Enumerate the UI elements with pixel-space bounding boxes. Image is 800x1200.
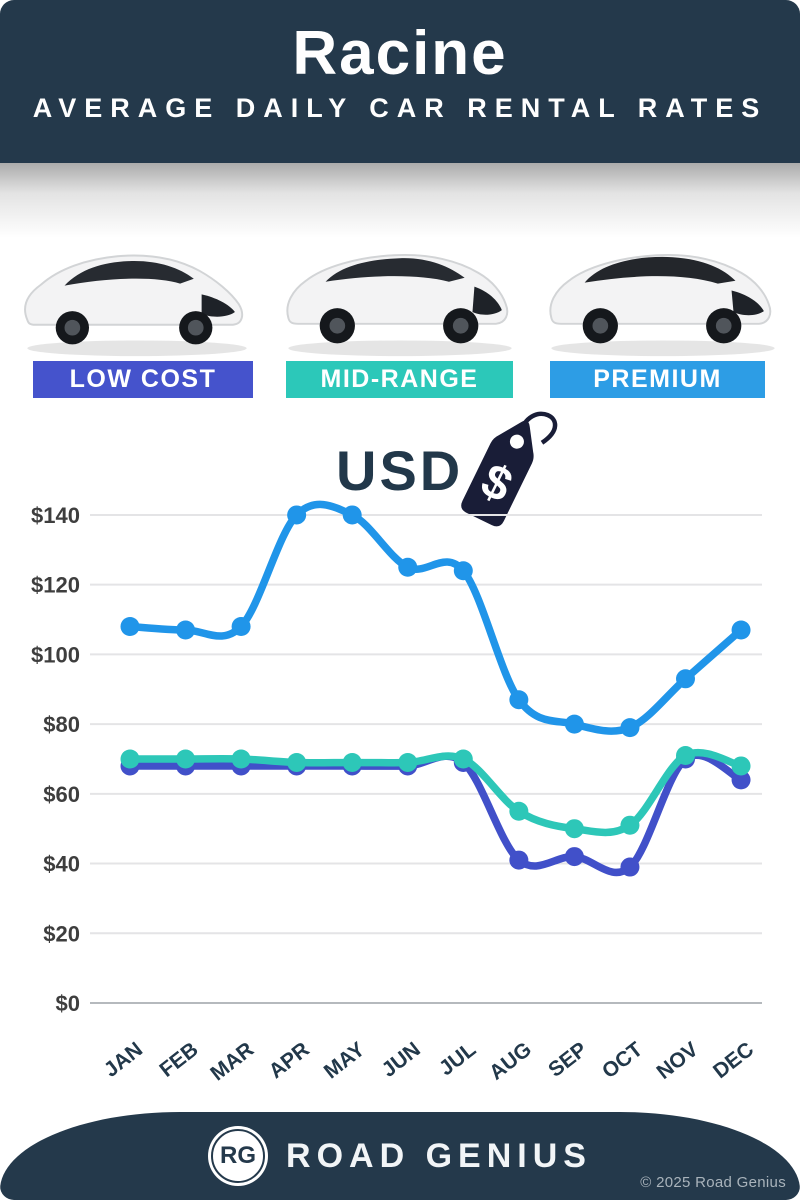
page-subtitle: AVERAGE DAILY CAR RENTAL RATES bbox=[32, 93, 768, 123]
data-point-low-cost bbox=[509, 850, 529, 870]
x-axis-tick-label: MAR bbox=[206, 1038, 258, 1086]
data-point-low-cost bbox=[620, 857, 640, 877]
car-images-row bbox=[0, 220, 800, 362]
price-tag-icon: $ bbox=[461, 411, 558, 527]
x-axis-tick-label: JUL bbox=[435, 1038, 481, 1081]
y-axis-tick-label: $120 bbox=[31, 573, 80, 598]
y-axis-tick-label: $140 bbox=[31, 503, 80, 528]
x-axis-tick-label: OCT bbox=[598, 1038, 647, 1084]
x-axis-tick-label: APR bbox=[265, 1038, 314, 1083]
data-point-premium bbox=[509, 690, 529, 710]
logo-initials: RG bbox=[211, 1129, 266, 1183]
y-axis-tick-label: $80 bbox=[43, 712, 80, 737]
category-label-mid-range: MID-RANGE bbox=[286, 361, 513, 398]
copyright-text: © 2025 Road Genius bbox=[640, 1174, 786, 1191]
x-axis-tick-label: JAN bbox=[100, 1038, 147, 1082]
data-point-mid-range bbox=[564, 819, 584, 839]
y-axis-tick-label: $60 bbox=[43, 782, 80, 807]
data-point-mid-range bbox=[453, 749, 473, 769]
page-title: Racine bbox=[292, 19, 508, 88]
x-axis-tick-label: NOV bbox=[653, 1038, 703, 1084]
data-point-premium bbox=[676, 669, 695, 689]
data-point-premium bbox=[342, 505, 362, 525]
category-label-premium: PREMIUM bbox=[550, 361, 765, 398]
y-axis-tick-label: $40 bbox=[43, 852, 80, 877]
data-point-premium bbox=[398, 557, 418, 577]
data-point-mid-range bbox=[620, 815, 640, 835]
y-axis-tick-label: $0 bbox=[56, 991, 80, 1016]
x-axis-tick-label: SEP bbox=[544, 1038, 591, 1082]
data-point-mid-range bbox=[676, 745, 695, 765]
x-axis-tick-label: MAY bbox=[320, 1038, 369, 1084]
data-point-mid-range bbox=[342, 752, 362, 772]
data-point-premium bbox=[731, 620, 751, 640]
data-point-mid-range bbox=[176, 749, 196, 769]
x-axis-tick-label: DEC bbox=[709, 1038, 758, 1083]
data-point-mid-range bbox=[120, 749, 140, 769]
data-point-premium bbox=[453, 561, 473, 581]
footer: RG ROAD GENIUS © 2025 Road Genius bbox=[0, 1112, 800, 1200]
data-point-premium bbox=[176, 620, 196, 640]
hatchback-car-image bbox=[24, 254, 247, 357]
data-point-low-cost bbox=[564, 847, 584, 867]
data-point-mid-range bbox=[231, 749, 251, 769]
road-genius-logo-icon: RG bbox=[208, 1126, 269, 1186]
data-point-mid-range bbox=[287, 752, 307, 772]
data-point-premium bbox=[287, 505, 307, 525]
series-line-low-cost bbox=[126, 751, 745, 877]
header-shadow bbox=[0, 163, 800, 238]
x-axis-tick-label: FEB bbox=[155, 1038, 202, 1082]
data-point-mid-range bbox=[731, 756, 751, 776]
data-point-premium bbox=[231, 617, 251, 637]
suv-car-image bbox=[286, 253, 512, 357]
data-point-premium bbox=[120, 617, 140, 637]
x-axis-tick-label: JUN bbox=[378, 1038, 425, 1082]
data-point-low-cost bbox=[731, 770, 751, 790]
y-axis-tick-label: $20 bbox=[43, 921, 80, 946]
category-label-low-cost: LOW COST bbox=[33, 361, 253, 398]
data-point-mid-range bbox=[509, 801, 529, 821]
brand-name: ROAD GENIUS bbox=[286, 1136, 592, 1175]
y-axis-tick-label: $100 bbox=[31, 642, 80, 667]
currency-label: USD bbox=[336, 439, 464, 502]
x-axis-tick-label: AUG bbox=[485, 1038, 536, 1085]
data-point-premium bbox=[620, 718, 640, 738]
header: Racine AVERAGE DAILY CAR RENTAL RATES bbox=[0, 0, 800, 163]
data-point-mid-range bbox=[398, 752, 418, 772]
series-line-premium bbox=[126, 500, 745, 735]
data-point-premium bbox=[564, 714, 584, 734]
luxury-suv-car-image bbox=[549, 253, 775, 357]
